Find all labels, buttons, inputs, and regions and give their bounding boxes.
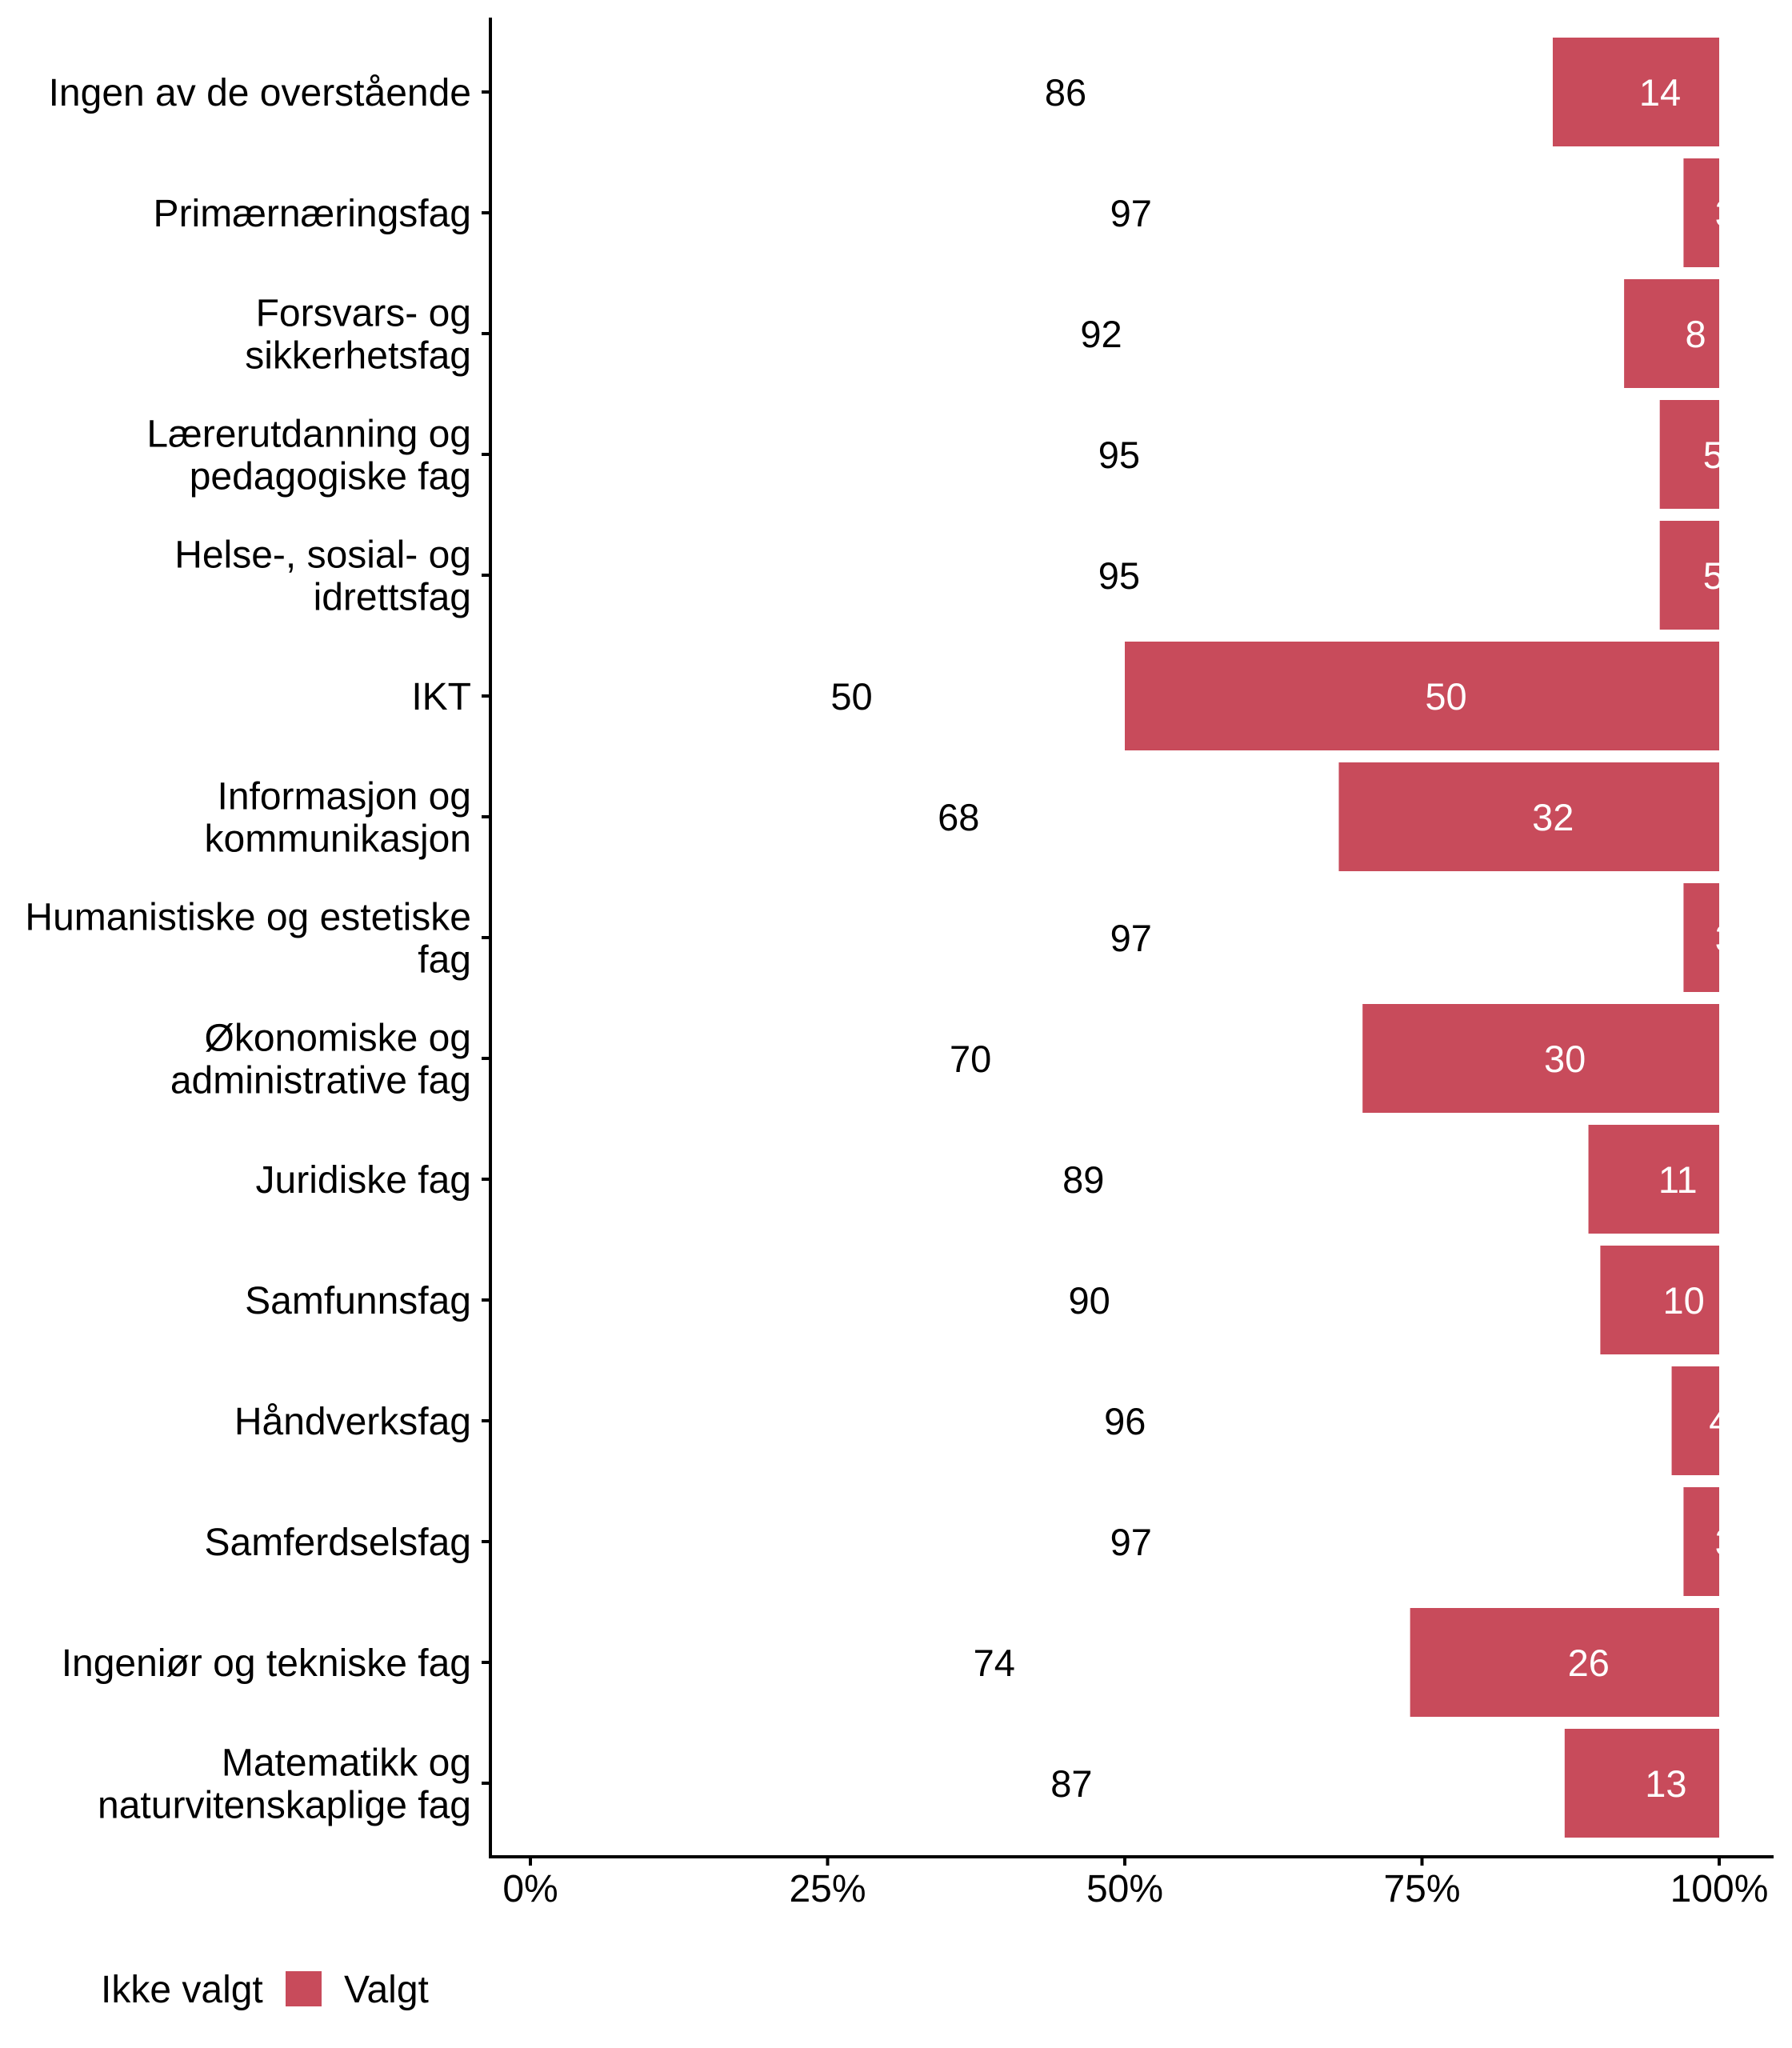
y-axis-ticks: [482, 90, 490, 1785]
value-label-ikke-valgt-informasjon-og-kommunikasjon: 68: [938, 796, 979, 838]
value-label-ikke-valgt-samfunnsfag: 90: [1069, 1279, 1110, 1322]
bar-valgt-informasjon-og-kommunikasjon: [1338, 762, 1719, 871]
bar-ikke-valgt-humanistiske-og-estetiske-fag: [530, 883, 1684, 992]
bar-ikke-valgt-matematikk-og-naturvitenskaplige-fag: [530, 1729, 1565, 1838]
x-axis-ticks: [529, 1857, 1721, 1866]
bar-valgt-helse-sosial-og-idrettsfag: [1659, 521, 1719, 630]
value-label-ikke-valgt-helse-sosial-og-idrettsfag: 95: [1098, 554, 1140, 597]
bar-valgt-lærerutdanning-og-pedagogiske-fag: [1659, 400, 1719, 509]
value-label-valgt-juridiske-fag: 11: [1658, 1158, 1698, 1201]
bar-ikke-valgt-samfunnsfag: [530, 1246, 1601, 1354]
y-label-ingeniør-og-tekniske-fag: Ingeniør og tekniske fag: [62, 1642, 471, 1685]
bar-ikke-valgt-helse-sosial-og-idrettsfag: [530, 521, 1660, 630]
legend-key-ikke-valgt: [62, 1971, 98, 2006]
bar-valgt-humanistiske-og-estetiske-fag: [1683, 883, 1719, 992]
bar-ikke-valgt-informasjon-og-kommunikasjon: [530, 762, 1339, 871]
value-label-valgt-matematikk-og-naturvitenskaplige-fag: 13: [1645, 1762, 1686, 1805]
bar-valgt-juridiske-fag: [1588, 1125, 1719, 1234]
value-label-valgt-økonomiske-og-administrative-fag: 30: [1544, 1038, 1586, 1080]
value-label-valgt-samfunnsfag: 10: [1663, 1279, 1705, 1322]
value-label-valgt-ingen-av-de-overstående: 14: [1639, 71, 1681, 114]
bar-ikke-valgt-forsvars-og-sikkerhetsfag: [530, 279, 1625, 388]
value-label-ikke-valgt-ingeniør-og-tekniske-fag: 74: [974, 1642, 1015, 1684]
bar-valgt-primærnæringsfag: [1683, 158, 1719, 267]
value-label-ikke-valgt-økonomiske-og-administrative-fag: 70: [950, 1038, 991, 1080]
value-label-valgt-lærerutdanning-og-pedagogiske-fag: 5: [1703, 434, 1724, 476]
y-label-forsvars-og-sikkerhetsfag: Forsvars- og sikkerhetsfag: [245, 293, 471, 378]
bar-ikke-valgt-samferdselsfag: [530, 1487, 1684, 1596]
bar-ikke-valgt-ikt: [530, 642, 1125, 750]
bar-ikke-valgt-ingen-av-de-overstående: [530, 38, 1553, 146]
value-label-valgt-håndverksfag: 4: [1709, 1400, 1730, 1442]
y-axis-labels: Ingen av de overstående Primærnæringsfag F…: [25, 72, 471, 1827]
value-label-valgt-primærnæringsfag: 3: [1715, 192, 1736, 234]
bar-ikke-valgt-økonomiske-og-administrative-fag: [530, 1004, 1363, 1113]
bar-valgt-matematikk-og-naturvitenskaplige-fag: [1564, 1729, 1719, 1838]
y-label-matematikk-og-naturvitenskaplige-fag: Matematikk og naturvitenskaplige fag: [98, 1742, 471, 1827]
bar-valgt-ingen-av-de-overstående: [1552, 38, 1719, 146]
value-label-valgt-helse-sosial-og-idrettsfag: 5: [1703, 554, 1724, 597]
value-label-ikke-valgt-matematikk-og-naturvitenskaplige-fag: 87: [1050, 1762, 1092, 1805]
y-label-ingen-av-de-overstående: Ingen av de overstående: [49, 72, 471, 114]
bar-valgt-ikt: [1125, 642, 1719, 750]
legend-label-ikke-valgt: Ikke valgt: [101, 1969, 263, 2011]
y-label-ikt: IKT: [411, 676, 471, 718]
bar-valgt-økonomiske-og-administrative-fag: [1362, 1004, 1719, 1113]
value-label-ikke-valgt-samferdselsfag: 97: [1110, 1521, 1152, 1563]
x-tick-label-100: 100%: [1670, 1868, 1769, 1910]
value-label-ikke-valgt-forsvars-og-sikkerhetsfag: 92: [1080, 313, 1122, 355]
value-label-ikke-valgt-ikt: 50: [830, 675, 872, 718]
value-label-ikke-valgt-juridiske-fag: 89: [1062, 1158, 1104, 1201]
y-label-humanistiske-og-estetiske-fag: Humanistiske og estetiske fag: [25, 897, 471, 982]
value-label-valgt-forsvars-og-sikkerhetsfag: 8: [1685, 313, 1706, 355]
y-label-håndverksfag: Håndverksfag: [234, 1401, 471, 1443]
value-label-valgt-informasjon-og-kommunikasjon: 32: [1532, 796, 1574, 838]
bar-valgt-forsvars-og-sikkerhetsfag: [1624, 279, 1719, 388]
y-label-samfunnsfag: Samfunnsfag: [245, 1280, 471, 1322]
x-axis-labels: 0% 25% 50% 75% 100%: [502, 1868, 1768, 1910]
x-tick-label-75: 75%: [1383, 1868, 1460, 1910]
y-label-primærnæringsfag: Primærnæringsfag: [154, 193, 471, 235]
bars-layer: [530, 38, 1719, 1838]
value-label-valgt-ingeniør-og-tekniske-fag: 26: [1568, 1642, 1610, 1684]
x-tick-label-25: 25%: [789, 1868, 866, 1910]
bar-ikke-valgt-håndverksfag: [530, 1366, 1672, 1475]
y-label-helse-sosial-og-idrettsfag: Helse-, sosial- og idrettsfag: [174, 534, 471, 619]
bar-valgt-håndverksfag: [1671, 1366, 1719, 1475]
value-label-ikke-valgt-primærnæringsfag: 97: [1110, 192, 1152, 234]
bar-ikke-valgt-lærerutdanning-og-pedagogiske-fag: [530, 400, 1660, 509]
x-tick-label-50: 50%: [1086, 1868, 1163, 1910]
value-labels-layer: 86 14 97 3 92 8 95 5 95 5 50 50 68 32 97 3 70 30 89 11 90 10 9…: [830, 71, 1736, 1805]
legend-label-valgt: Valgt: [344, 1969, 429, 2011]
value-label-valgt-humanistiske-og-estetiske-fag: 3: [1715, 917, 1736, 959]
bar-ikke-valgt-juridiske-fag: [530, 1125, 1589, 1234]
bar-valgt-samferdselsfag: [1683, 1487, 1719, 1596]
value-label-ikke-valgt-lærerutdanning-og-pedagogiske-fag: 95: [1098, 434, 1140, 476]
y-label-økonomiske-og-administrative-fag: Økonomiske og administrative fag: [170, 1018, 471, 1102]
legend-key-valgt: [286, 1971, 322, 2006]
y-label-lærerutdanning-og-pedagogiske-fag: Lærerutdanning og pedagogiske fag: [146, 414, 471, 498]
value-label-ikke-valgt-ingen-av-de-overstående: 86: [1045, 71, 1086, 114]
value-label-valgt-ikt: 50: [1425, 675, 1466, 718]
bar-ikke-valgt-ingeniør-og-tekniske-fag: [530, 1608, 1410, 1717]
bar-valgt-ingeniør-og-tekniske-fag: [1410, 1608, 1719, 1717]
y-label-samferdselsfag: Samferdselsfag: [205, 1522, 472, 1564]
y-label-juridiske-fag: Juridiske fag: [256, 1159, 471, 1202]
legend: Ikke valgt Valgt: [62, 1969, 429, 2011]
x-tick-label-0: 0%: [502, 1868, 558, 1910]
value-label-ikke-valgt-humanistiske-og-estetiske-fag: 97: [1110, 917, 1152, 959]
bar-ikke-valgt-primærnæringsfag: [530, 158, 1684, 267]
value-label-valgt-samferdselsfag: 3: [1715, 1521, 1736, 1563]
value-label-ikke-valgt-håndverksfag: 96: [1104, 1400, 1146, 1442]
bar-valgt-samfunnsfag: [1600, 1246, 1719, 1354]
y-label-informasjon-og-kommunikasjon: Informasjon og kommunikasjon: [205, 776, 471, 861]
